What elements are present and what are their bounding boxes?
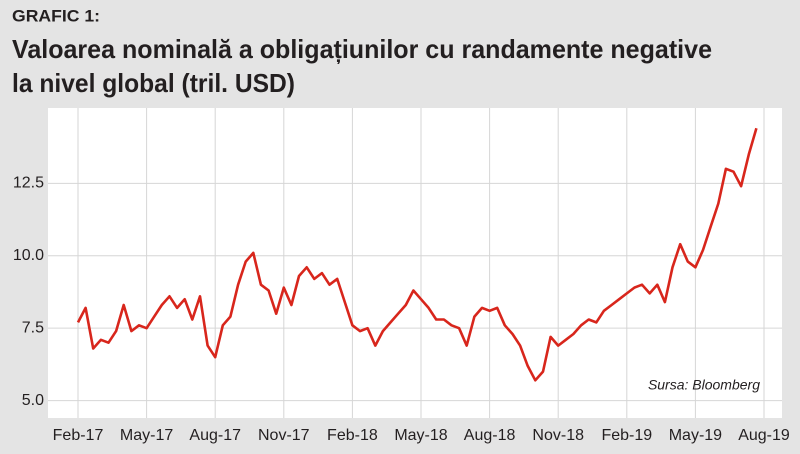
chart-title: Valoarea nominală a obligațiunilor cu ra… <box>12 34 712 64</box>
x-tick-label: Aug-18 <box>464 427 516 444</box>
y-tick-label: 7.5 <box>22 319 44 336</box>
x-tick-label: Feb-18 <box>327 427 378 444</box>
y-tick-label: 10.0 <box>13 247 44 264</box>
x-tick-label: May-18 <box>394 427 447 444</box>
chart-label: GRAFIC 1: <box>12 6 100 25</box>
y-tick-label: 12.5 <box>13 175 44 192</box>
data-line <box>76 127 758 382</box>
y-tick-label: 5.0 <box>22 392 44 409</box>
chart-title: la nivel global (tril. USD) <box>12 68 295 98</box>
x-tick-label: Aug-19 <box>738 427 790 444</box>
marks <box>76 127 758 382</box>
x-tick-label: Aug-17 <box>189 427 241 444</box>
x-tick-label: Feb-17 <box>53 427 104 444</box>
grid <box>48 108 782 418</box>
x-tick-label: May-17 <box>120 427 173 444</box>
x-tick-label: Nov-18 <box>532 427 584 444</box>
x-tick-label: Feb-19 <box>601 427 652 444</box>
annotation: Sursa: Bloomberg <box>648 377 760 393</box>
x-tick-label: May-19 <box>669 427 722 444</box>
x-tick-label: Nov-17 <box>258 427 310 444</box>
plot-area <box>48 108 782 418</box>
